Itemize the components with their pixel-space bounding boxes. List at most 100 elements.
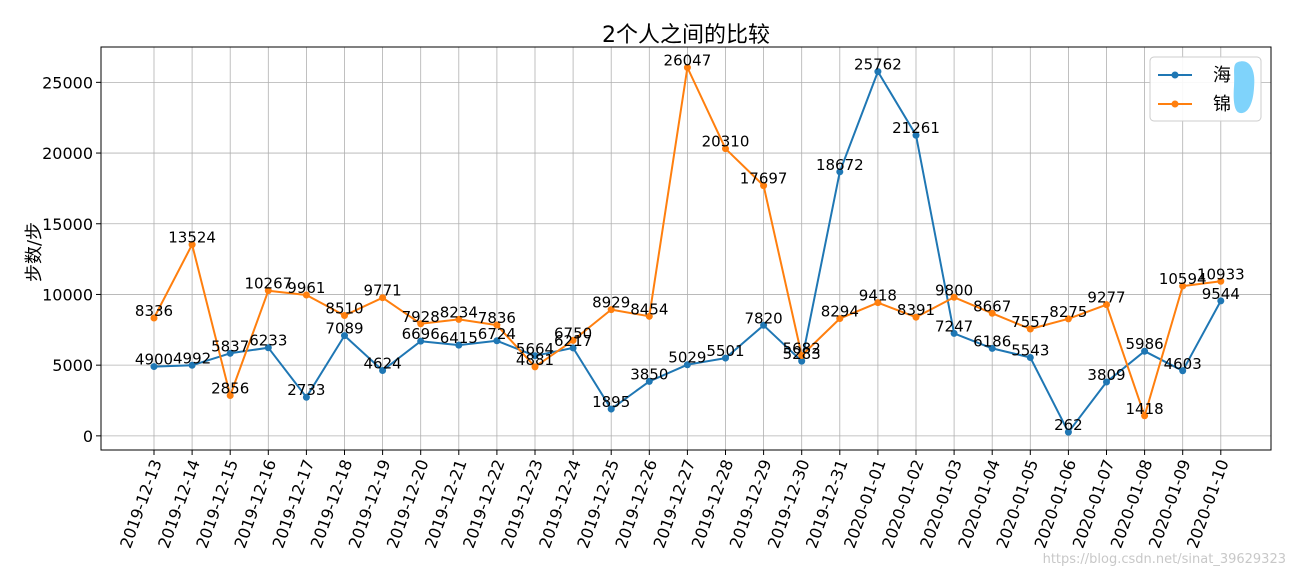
series-0-value-label: 18672 xyxy=(816,156,864,174)
series-0-value-label: 5986 xyxy=(1126,335,1164,353)
series-1-value-label: 5682 xyxy=(783,340,821,358)
series-0-value-label: 5029 xyxy=(668,349,706,367)
series-0-point xyxy=(722,354,729,362)
series-1-value-label: 4881 xyxy=(516,351,554,369)
series-1-value-label: 9961 xyxy=(287,279,325,297)
series-0-value-label: 5664 xyxy=(516,340,554,358)
series-0-point xyxy=(836,168,844,176)
series-0-point xyxy=(607,405,615,413)
series-0-value-label: 4603 xyxy=(1164,355,1202,373)
series-0-value-label: 7089 xyxy=(325,320,363,338)
series-1-point xyxy=(417,320,425,328)
series-0-point xyxy=(188,361,196,369)
series-0-point xyxy=(379,366,387,374)
series-0-value-label: 6724 xyxy=(478,325,516,343)
series-1-point xyxy=(950,293,958,301)
series-1-value-label: 8510 xyxy=(325,300,363,318)
series-1-value-label: 8275 xyxy=(1049,303,1087,321)
series-1-value-label: 13524 xyxy=(168,229,216,247)
series-0-point xyxy=(798,357,806,365)
series-1-point xyxy=(379,294,387,302)
legend: 海 锦 xyxy=(1149,56,1262,122)
series-1-value-label: 7557 xyxy=(1011,313,1049,331)
series-0-value-label: 3850 xyxy=(630,365,668,383)
series-1-point xyxy=(264,287,272,295)
redaction-scribble xyxy=(1233,61,1255,114)
series-1-value-label: 10267 xyxy=(244,275,292,293)
series-1-point xyxy=(912,313,920,321)
series-0-value-label: 262 xyxy=(1054,416,1083,434)
grid xyxy=(101,47,1271,450)
series-1-point xyxy=(645,312,653,320)
series-0-point xyxy=(226,349,234,357)
series-1-value-label: 8929 xyxy=(592,294,630,312)
series-1-point xyxy=(1103,301,1110,309)
series-1-value-label: 8234 xyxy=(440,303,478,321)
series-layer xyxy=(150,64,1225,436)
series-1-value-label: 17697 xyxy=(740,170,788,188)
y-tick-label: 25000 xyxy=(42,73,93,92)
series-0-value-label: 4624 xyxy=(364,354,402,372)
series-0-point xyxy=(645,377,653,385)
series-1-value-label: 10594 xyxy=(1159,270,1207,288)
series-1-point xyxy=(188,241,196,249)
series-1-point xyxy=(988,309,996,317)
series-0-point xyxy=(1103,378,1110,386)
series-1-point xyxy=(798,352,806,360)
series-1-value-label: 20310 xyxy=(702,133,750,151)
series-1-point xyxy=(1064,315,1072,323)
series-1-point xyxy=(722,145,729,153)
series-0-point xyxy=(912,131,920,139)
series-0-point xyxy=(150,363,158,371)
y-tick-label: 20000 xyxy=(42,144,93,163)
series-0-value-label: 5837 xyxy=(211,337,249,355)
series-0-point xyxy=(683,361,691,369)
series-0-value-label: 5543 xyxy=(1011,341,1049,359)
watermark: https://blog.csdn.net/sinat_39629323 xyxy=(1043,552,1286,567)
series-0-value-label: 6186 xyxy=(973,332,1011,350)
series-0-value-label: 7820 xyxy=(745,309,783,327)
series-1-value-label: 8667 xyxy=(973,297,1011,315)
series-0-value-label: 4900 xyxy=(135,351,173,369)
series-0-value-label: 6233 xyxy=(249,332,287,350)
series-0-point xyxy=(1141,347,1149,355)
series-1-value-label: 7928 xyxy=(402,308,440,326)
series-1-value-label: 7836 xyxy=(478,309,516,327)
series-1-point xyxy=(341,312,348,320)
series-1-value-label: 26047 xyxy=(664,52,712,70)
series-1-value-label: 8454 xyxy=(630,300,668,318)
series-0-point xyxy=(950,329,958,337)
series-1-point xyxy=(569,336,577,344)
series-0-value-label: 5501 xyxy=(706,342,744,360)
series-1-point xyxy=(760,182,768,190)
series-1-point xyxy=(302,291,310,299)
series-0-value-label: 3809 xyxy=(1087,366,1125,384)
series-1-point xyxy=(455,315,463,323)
series-1-point xyxy=(874,299,882,307)
series-1-value-label: 6750 xyxy=(554,324,592,342)
series-1-point xyxy=(226,391,234,399)
legend-marker-jin xyxy=(1171,100,1179,108)
series-0-value-label: 6696 xyxy=(402,325,440,343)
series-1-value-label: 10933 xyxy=(1197,265,1245,283)
series-0-point xyxy=(988,344,996,352)
series-0-point xyxy=(1217,297,1225,305)
series-1-value-label: 8391 xyxy=(897,301,935,319)
series-0-value-label: 5283 xyxy=(783,345,821,363)
series-1-value-label: 8294 xyxy=(821,303,859,321)
series-0-value-label: 25762 xyxy=(854,56,902,74)
series-1-value-label: 2856 xyxy=(211,379,249,397)
y-tick-label: 10000 xyxy=(42,285,93,304)
series-0-point xyxy=(1179,367,1187,375)
chart-title: 2个人之间的比较 xyxy=(602,23,770,48)
series-0-value-label: 1895 xyxy=(592,393,630,411)
series-0-point xyxy=(1026,353,1034,361)
series-0-point xyxy=(302,393,310,401)
series-0-value-label: 6217 xyxy=(554,332,592,350)
y-tick-label: 5000 xyxy=(52,356,93,375)
series-0-value-label: 21261 xyxy=(892,119,940,137)
series-0-value-label: 6415 xyxy=(440,329,478,347)
series-1-value-label: 9800 xyxy=(935,281,973,299)
